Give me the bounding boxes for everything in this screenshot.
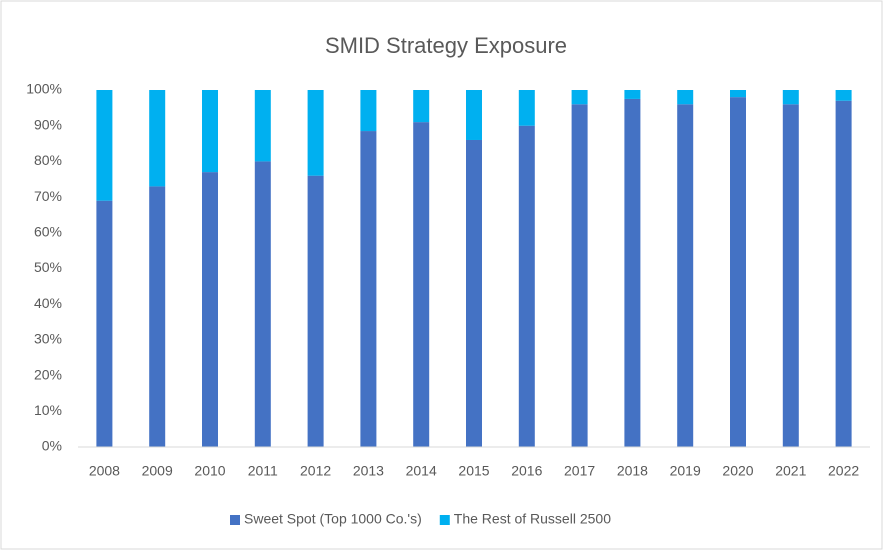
x-tick-label: 2009 xyxy=(142,463,173,479)
y-tick-label: 90% xyxy=(34,116,62,132)
y-tick-label: 20% xyxy=(34,366,62,382)
x-tick-label: 2012 xyxy=(300,463,331,479)
y-tick-label: 70% xyxy=(34,188,62,204)
bar-segment xyxy=(254,161,271,447)
bar-segment xyxy=(466,139,482,448)
bar-segment xyxy=(624,98,641,448)
bar-segment xyxy=(254,90,271,162)
bar-segment xyxy=(413,122,430,447)
x-tick-label: 2008 xyxy=(89,463,120,479)
bar-segment xyxy=(730,97,746,447)
y-tick-label: 30% xyxy=(34,331,62,347)
bar-segment xyxy=(202,90,218,173)
bar-segment xyxy=(730,90,746,98)
x-tick-label: 2010 xyxy=(194,463,225,479)
bar-segment xyxy=(466,90,482,140)
x-tick-label: 2020 xyxy=(722,463,753,479)
bar-segment xyxy=(835,100,852,448)
bar-segment xyxy=(360,131,377,447)
x-tick-label: 2017 xyxy=(564,463,595,479)
y-tick-label: 60% xyxy=(34,224,62,240)
legend-label: The Rest of Russell 2500 xyxy=(454,511,611,527)
y-tick-label: 40% xyxy=(34,295,62,311)
bar-segment xyxy=(624,90,641,99)
bar-segment xyxy=(149,186,166,447)
x-tick-label: 2019 xyxy=(670,463,701,479)
bar-segment xyxy=(782,90,799,105)
x-tick-label: 2018 xyxy=(617,463,648,479)
x-tick-label: 2015 xyxy=(458,463,489,479)
bar-segment xyxy=(307,90,324,176)
y-tick-label: 80% xyxy=(34,152,62,168)
bar-segment xyxy=(202,172,218,448)
x-tick-label: 2014 xyxy=(406,463,437,479)
bar-segment xyxy=(96,200,113,447)
y-tick-label: 10% xyxy=(34,402,62,418)
x-tick-label: 2013 xyxy=(353,463,384,479)
bar-segment xyxy=(835,90,852,101)
bar-segment xyxy=(677,104,694,447)
bar-segment xyxy=(677,90,694,105)
bar-segment xyxy=(360,90,377,132)
legend-swatch xyxy=(230,515,240,525)
y-tick-label: 100% xyxy=(26,81,62,97)
x-tick-label: 2022 xyxy=(828,463,859,479)
legend-swatch xyxy=(439,515,450,525)
x-tick-label: 2016 xyxy=(511,463,542,479)
bar-segment xyxy=(782,104,799,447)
bar-segment xyxy=(96,90,113,201)
legend-label: Sweet Spot (Top 1000 Co.'s) xyxy=(244,511,422,527)
bar-segment xyxy=(518,125,535,447)
chart-title: SMID Strategy Exposure xyxy=(325,33,567,58)
bar-segment xyxy=(571,104,588,447)
x-tick-label: 2021 xyxy=(775,463,806,479)
bar-segment xyxy=(307,175,324,447)
bar-segment xyxy=(518,90,535,126)
y-tick-label: 0% xyxy=(42,438,62,454)
y-tick-label: 50% xyxy=(34,259,62,275)
x-tick-label: 2011 xyxy=(248,463,278,479)
bar-segment xyxy=(571,90,588,105)
bar-segment xyxy=(413,90,430,123)
bar-segment xyxy=(149,90,166,187)
